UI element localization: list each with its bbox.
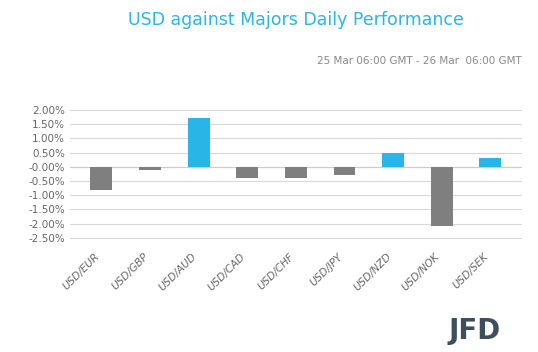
Text: 25 Mar 06:00 GMT - 26 Mar  06:00 GMT: 25 Mar 06:00 GMT - 26 Mar 06:00 GMT: [317, 56, 522, 66]
Bar: [479, 158, 501, 167]
Bar: [236, 167, 258, 178]
Bar: [90, 167, 112, 189]
Text: USD against Majors Daily Performance: USD against Majors Daily Performance: [128, 11, 464, 29]
Bar: [334, 167, 356, 175]
Bar: [188, 119, 210, 167]
Bar: [285, 167, 307, 178]
Text: JFD: JFD: [448, 317, 500, 345]
Bar: [431, 167, 452, 226]
Bar: [382, 152, 404, 167]
Bar: [139, 167, 161, 170]
